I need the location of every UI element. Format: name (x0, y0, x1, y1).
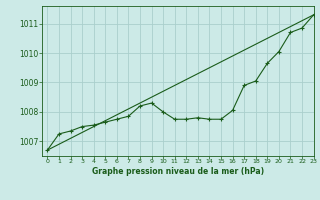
X-axis label: Graphe pression niveau de la mer (hPa): Graphe pression niveau de la mer (hPa) (92, 167, 264, 176)
